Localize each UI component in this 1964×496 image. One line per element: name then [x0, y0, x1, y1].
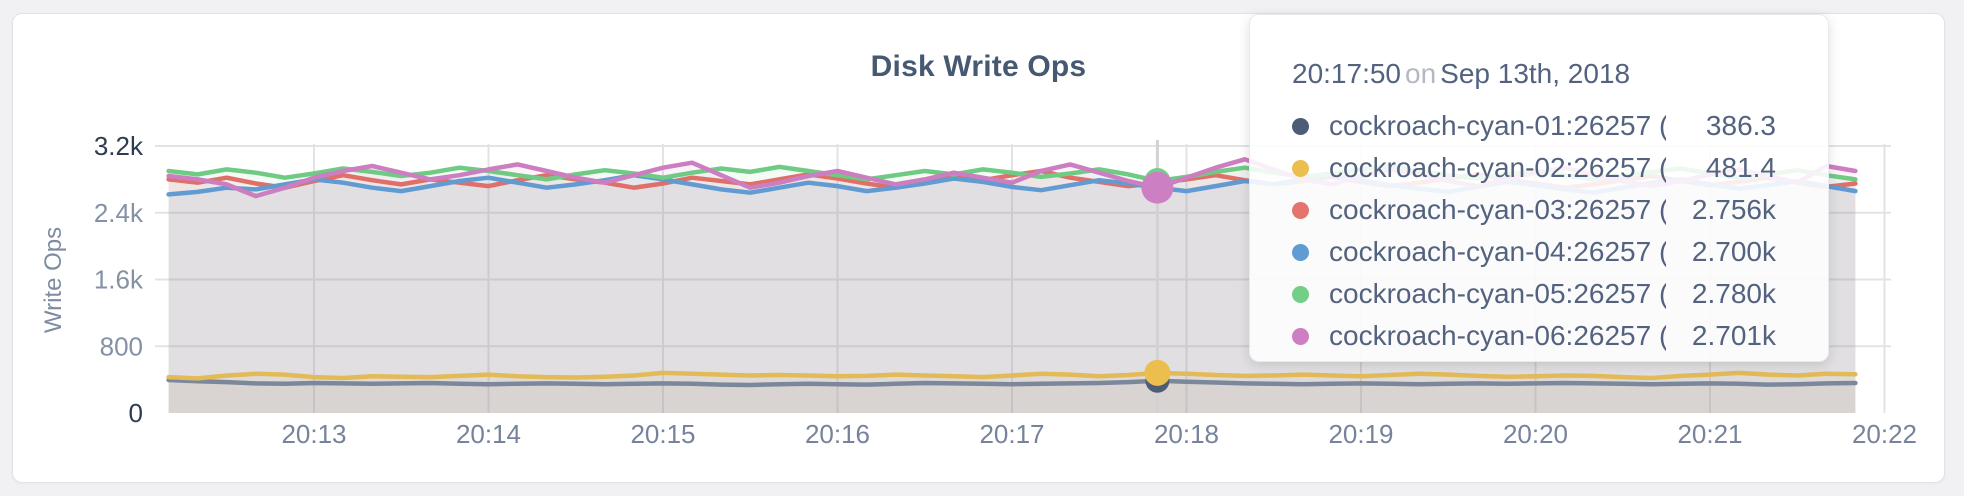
series-color-dot-icon: [1292, 327, 1309, 345]
series-value: 2.701k: [1691, 320, 1776, 351]
x-tick-label: 20:19: [1328, 419, 1393, 449]
tooltip-row: cockroach-cyan-06:26257 (n6) 2.701k: [1292, 315, 1776, 357]
hover-dot-n2: [1144, 359, 1171, 386]
x-tick-label: 20:22: [1852, 419, 1917, 449]
x-tick-label: 20:17: [979, 419, 1044, 449]
series-value: 481.4: [1705, 152, 1776, 183]
series-label: cockroach-cyan-06:26257 (n6): [1329, 320, 1666, 351]
tooltip-time: 20:17:50: [1292, 58, 1401, 89]
y-tick-label: 800: [100, 331, 143, 361]
y-tick-label: 1.6k: [94, 265, 144, 295]
x-tick-label: 20:15: [630, 419, 695, 449]
y-tick-label: 3.2k: [94, 131, 144, 161]
x-tick-label: 20:20: [1503, 419, 1568, 449]
x-tick-label: 20:16: [805, 419, 870, 449]
tooltip-row: cockroach-cyan-03:26257 (n3) 2.756k: [1292, 189, 1776, 231]
series-color-dot-icon: [1292, 159, 1309, 177]
series-label: cockroach-cyan-04:26257 (n4): [1329, 236, 1666, 267]
hover-tooltip: 20:17:50 on Sep 13th, 2018 cockroach-cyan-…: [1249, 14, 1829, 362]
tooltip-header: 20:17:50 on Sep 13th, 2018: [1292, 59, 1776, 89]
tooltip-conjunction: on: [1405, 58, 1437, 89]
series-color-dot-icon: [1292, 117, 1309, 135]
chart-card: 3.2k 2.4k 1.6k 800 0 20:13 20:14 20:15 20:16 20:1…: [12, 13, 1945, 483]
tooltip-date: Sep 13th, 2018: [1440, 58, 1631, 89]
tooltip-rows: cockroach-cyan-01:26257 (n1)386.3cockroa…: [1292, 105, 1776, 357]
series-area-n1: [168, 380, 1856, 413]
tooltip-row: cockroach-cyan-01:26257 (n1) 386.3: [1292, 105, 1776, 147]
x-tick-label: 20:14: [456, 419, 521, 449]
series-value: 2.700k: [1691, 236, 1776, 267]
series-color-dot-icon: [1292, 285, 1309, 303]
series-line-n1: [166, 377, 1858, 388]
series-line-n2: [166, 370, 1858, 381]
series-value: 2.780k: [1691, 278, 1776, 309]
y-axis-label: Write Ops: [40, 227, 67, 333]
series-value: 386.3: [1705, 110, 1776, 141]
tooltip-row: cockroach-cyan-04:26257 (n4) 2.700k: [1292, 231, 1776, 273]
series-label: cockroach-cyan-02:26257 (n2): [1329, 152, 1666, 183]
x-tick-label: 20:21: [1677, 419, 1742, 449]
tooltip-row: cockroach-cyan-02:26257 (n2) 481.4: [1292, 147, 1776, 189]
y-tick-label: 0: [129, 398, 143, 428]
x-tick-label: 20:18: [1154, 419, 1219, 449]
hover-dot-n6: [1141, 171, 1174, 204]
tooltip-row: cockroach-cyan-05:26257 (n5) 2.780k: [1292, 273, 1776, 315]
series-label: cockroach-cyan-01:26257 (n1): [1329, 110, 1666, 141]
x-tick-label: 20:13: [281, 419, 346, 449]
series-color-dot-icon: [1292, 243, 1309, 261]
series-label: cockroach-cyan-03:26257 (n3): [1329, 194, 1666, 225]
series-value: 2.756k: [1691, 194, 1776, 225]
series-color-dot-icon: [1292, 201, 1309, 219]
y-tick-label: 2.4k: [94, 198, 144, 228]
series-label: cockroach-cyan-05:26257 (n5): [1329, 278, 1666, 309]
